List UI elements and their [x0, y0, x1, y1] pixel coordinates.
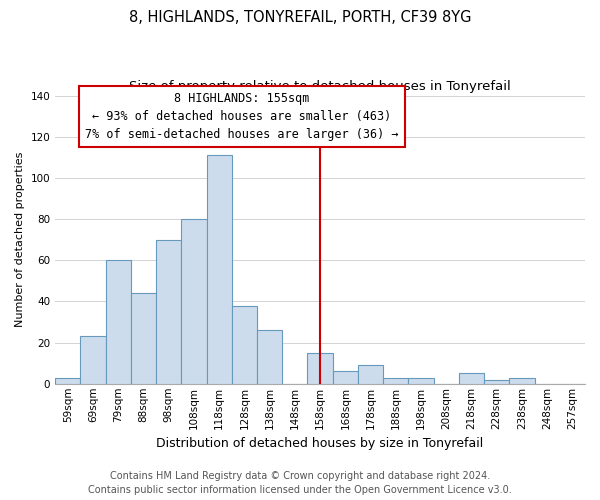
Text: 8 HIGHLANDS: 155sqm
← 93% of detached houses are smaller (463)
7% of semi-detach: 8 HIGHLANDS: 155sqm ← 93% of detached ho…: [85, 92, 398, 140]
Bar: [459, 374, 484, 384]
Bar: [383, 378, 409, 384]
Bar: [206, 156, 232, 384]
Bar: [509, 378, 535, 384]
Title: Size of property relative to detached houses in Tonyrefail: Size of property relative to detached ho…: [129, 80, 511, 93]
Bar: [232, 306, 257, 384]
Bar: [80, 336, 106, 384]
Bar: [332, 372, 358, 384]
Bar: [131, 293, 156, 384]
Text: 8, HIGHLANDS, TONYREFAIL, PORTH, CF39 8YG: 8, HIGHLANDS, TONYREFAIL, PORTH, CF39 8Y…: [129, 10, 471, 25]
Bar: [156, 240, 181, 384]
Bar: [55, 378, 80, 384]
Text: Contains HM Land Registry data © Crown copyright and database right 2024.
Contai: Contains HM Land Registry data © Crown c…: [88, 471, 512, 495]
Bar: [181, 219, 206, 384]
Bar: [484, 380, 509, 384]
Bar: [106, 260, 131, 384]
Y-axis label: Number of detached properties: Number of detached properties: [15, 152, 25, 328]
Bar: [409, 378, 434, 384]
Bar: [358, 365, 383, 384]
Bar: [257, 330, 282, 384]
X-axis label: Distribution of detached houses by size in Tonyrefail: Distribution of detached houses by size …: [157, 437, 484, 450]
Bar: [307, 353, 332, 384]
